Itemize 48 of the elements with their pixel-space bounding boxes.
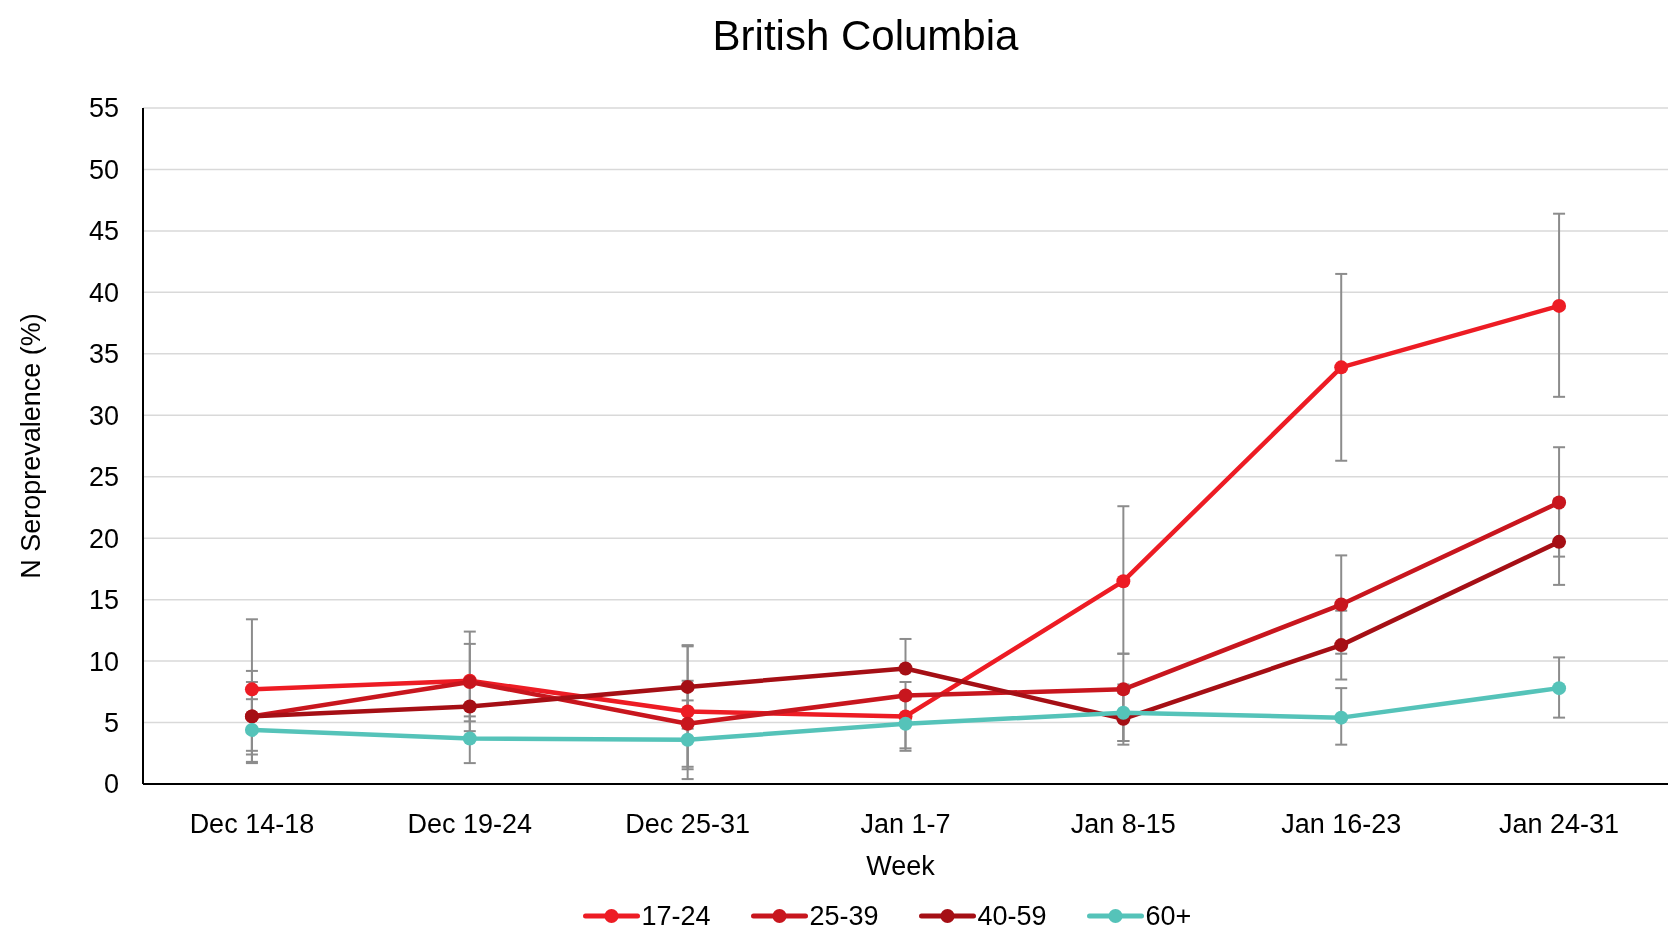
point bbox=[898, 688, 913, 703]
x-axis-title: Week bbox=[866, 851, 936, 882]
point bbox=[680, 732, 695, 747]
point bbox=[680, 704, 695, 719]
x-tick-label: Dec 19-24 bbox=[407, 809, 533, 840]
y-tick-label: 15 bbox=[88, 585, 119, 616]
point bbox=[680, 716, 695, 731]
legend-label: 17-24 bbox=[641, 901, 711, 932]
point bbox=[898, 716, 913, 731]
y-tick-label: 25 bbox=[88, 462, 119, 493]
y-tick-label: 50 bbox=[88, 154, 119, 185]
point bbox=[1334, 710, 1349, 725]
y-tick-label: 30 bbox=[88, 400, 119, 431]
x-tick-label: Jan 24-31 bbox=[1499, 809, 1620, 840]
point bbox=[1116, 682, 1131, 697]
point bbox=[1552, 534, 1567, 549]
y-tick-label: 0 bbox=[103, 769, 119, 800]
chart-title: British Columbia bbox=[712, 12, 1020, 59]
point bbox=[1552, 298, 1567, 313]
x-tick-label: Dec 25-31 bbox=[625, 809, 750, 840]
y-tick-label: 40 bbox=[88, 277, 119, 308]
y-tick-label: 35 bbox=[88, 339, 119, 370]
point bbox=[462, 699, 477, 714]
legend-label: 60+ bbox=[1145, 901, 1192, 932]
y-tick-label: 10 bbox=[88, 646, 119, 677]
point bbox=[898, 661, 913, 676]
point bbox=[244, 722, 259, 737]
y-axis-title: N Seroprevalence (%) bbox=[16, 313, 46, 579]
x-tick-label: Jan 1-7 bbox=[860, 809, 951, 840]
point bbox=[1552, 681, 1567, 696]
y-tick-label: 5 bbox=[103, 708, 119, 738]
point bbox=[1116, 574, 1131, 589]
x-tick-label: Jan 16-23 bbox=[1281, 809, 1402, 840]
point bbox=[1334, 638, 1349, 653]
y-tick-label: 55 bbox=[88, 93, 119, 124]
x-tick-label: Dec 14-18 bbox=[189, 809, 315, 840]
x-tick-label: Jan 8-15 bbox=[1070, 809, 1176, 840]
y-tick-label: 45 bbox=[88, 216, 119, 247]
point bbox=[462, 731, 477, 746]
point bbox=[1334, 597, 1349, 612]
y-tick-label: 20 bbox=[88, 523, 119, 554]
point bbox=[244, 682, 259, 697]
point bbox=[1552, 495, 1567, 510]
point bbox=[680, 679, 695, 694]
point bbox=[1334, 360, 1349, 375]
point bbox=[1116, 705, 1131, 720]
legend-label: 25-39 bbox=[809, 901, 879, 932]
legend-label: 40-59 bbox=[977, 901, 1047, 932]
